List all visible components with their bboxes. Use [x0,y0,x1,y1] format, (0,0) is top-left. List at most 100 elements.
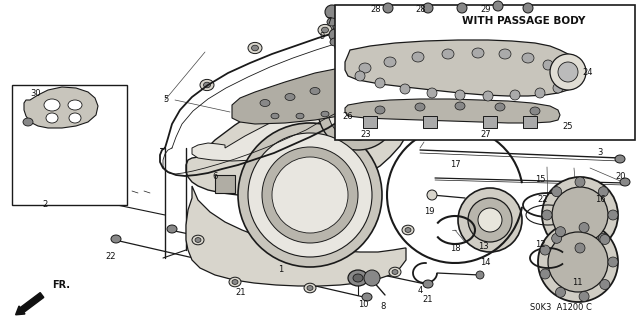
Text: 27: 27 [480,130,491,139]
Ellipse shape [540,245,550,255]
Ellipse shape [23,118,33,126]
Text: 28: 28 [415,5,426,14]
Ellipse shape [307,286,313,290]
Text: 15: 15 [535,175,545,184]
Text: 22: 22 [105,252,115,261]
Ellipse shape [400,84,410,94]
Ellipse shape [523,3,533,13]
Ellipse shape [427,88,437,98]
Ellipse shape [476,271,484,279]
Text: 16: 16 [595,195,605,204]
Ellipse shape [455,90,465,100]
Text: 24: 24 [582,68,593,77]
Ellipse shape [44,99,60,111]
Ellipse shape [310,87,320,94]
Text: 25: 25 [562,122,573,131]
Ellipse shape [353,274,363,282]
Ellipse shape [575,243,585,253]
Ellipse shape [327,18,337,26]
Text: FR.: FR. [52,280,70,290]
Bar [335,5,635,140]
Ellipse shape [272,157,348,233]
Bar [363,116,377,128]
Ellipse shape [359,63,371,73]
Text: 30: 30 [30,89,40,98]
Ellipse shape [556,227,566,237]
Ellipse shape [318,70,398,150]
Ellipse shape [330,38,340,46]
Ellipse shape [553,83,563,93]
Ellipse shape [522,53,534,63]
Ellipse shape [69,113,81,123]
Text: 29: 29 [480,5,490,14]
Ellipse shape [364,270,380,286]
Ellipse shape [423,280,433,288]
Ellipse shape [380,84,390,91]
Ellipse shape [262,147,358,243]
Ellipse shape [600,234,610,244]
Ellipse shape [402,225,414,235]
Ellipse shape [200,79,214,91]
Ellipse shape [405,227,411,233]
Ellipse shape [478,208,502,232]
Ellipse shape [412,52,424,62]
Ellipse shape [389,267,401,277]
Text: 19: 19 [424,207,435,216]
Ellipse shape [608,257,618,267]
Text: 6: 6 [212,172,218,181]
Ellipse shape [68,100,82,110]
Ellipse shape [337,84,347,91]
Ellipse shape [321,27,328,33]
Ellipse shape [360,81,370,88]
Bar [483,116,497,128]
Text: WITH PASSAGE BODY: WITH PASSAGE BODY [462,16,586,26]
Ellipse shape [608,210,618,220]
Ellipse shape [530,107,540,115]
Text: 13: 13 [478,242,488,251]
Ellipse shape [167,225,177,233]
Ellipse shape [321,111,329,117]
Ellipse shape [318,24,332,36]
Ellipse shape [458,188,522,252]
Ellipse shape [383,3,393,13]
Ellipse shape [232,279,238,285]
Ellipse shape [329,29,341,41]
Ellipse shape [427,190,437,200]
Text: 11: 11 [572,278,582,287]
Ellipse shape [402,125,414,135]
Ellipse shape [348,270,368,286]
Ellipse shape [598,233,609,243]
Ellipse shape [392,270,398,274]
Polygon shape [186,55,422,195]
Ellipse shape [620,178,630,186]
Ellipse shape [355,71,365,81]
Text: 10: 10 [358,300,369,309]
Ellipse shape [325,5,339,19]
Ellipse shape [552,233,562,243]
Ellipse shape [538,222,618,302]
Ellipse shape [510,90,520,100]
Text: 14: 14 [480,258,490,267]
Ellipse shape [384,57,396,67]
Ellipse shape [550,54,586,90]
Text: 21: 21 [235,288,246,297]
Ellipse shape [362,293,372,301]
Ellipse shape [296,113,304,119]
Text: 4: 4 [418,286,423,295]
Ellipse shape [405,128,411,132]
Text: 21: 21 [422,295,433,304]
Ellipse shape [495,103,505,111]
Ellipse shape [415,103,425,111]
Ellipse shape [375,78,385,88]
Text: 8: 8 [380,302,385,311]
Ellipse shape [195,238,201,242]
Ellipse shape [229,277,241,287]
Ellipse shape [556,287,566,297]
FancyArrow shape [15,293,44,315]
Ellipse shape [285,93,295,100]
Ellipse shape [535,88,545,98]
Bar [523,116,537,128]
Polygon shape [192,73,406,161]
Ellipse shape [99,183,111,193]
Polygon shape [232,60,405,124]
